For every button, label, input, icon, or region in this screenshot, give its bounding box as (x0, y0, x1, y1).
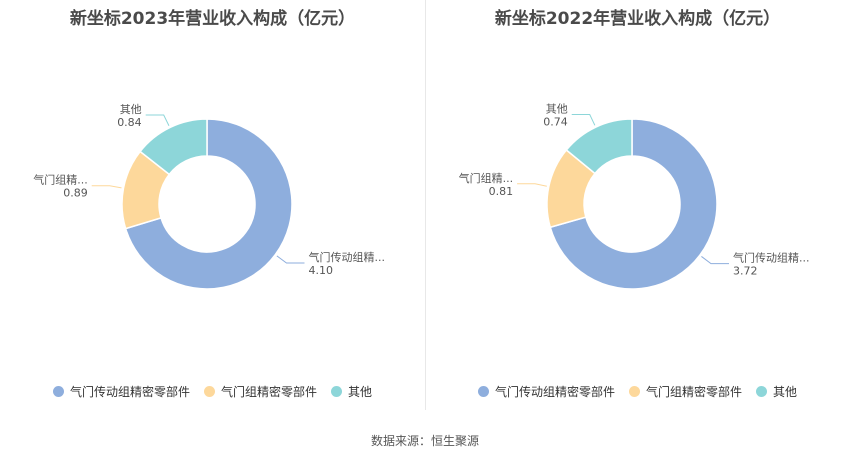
data-source-note: 数据来源：恒生聚源 (370, 434, 479, 448)
legend-marker (52, 386, 64, 397)
slice-label-other: 其他 (546, 102, 568, 115)
legend-marker (756, 386, 767, 397)
leader-line-valve-train-parts (276, 255, 305, 264)
chart-legend: 气门传动组精密零部件 气门组精密零部件 其他 (0, 383, 425, 400)
leader-line-valve-train-parts (701, 256, 730, 265)
legend-label: 气门组精密零部件 (645, 385, 742, 399)
donut-slice-valve-train-parts (124, 118, 293, 290)
legend-marker (477, 386, 489, 397)
slice-label-valve-parts: 气门组精... (459, 171, 514, 185)
slice-value-valve-train-parts: 3.72 (733, 265, 758, 278)
legend-item-valve-parts[interactable]: 气门组精密零部件 (628, 383, 742, 400)
chart-title: 新坐标2022年营业收入构成（亿元） (494, 9, 781, 29)
donut-chart-2022: 气门传动组精...3.72 气门组精...0.81 其他0.74 (459, 102, 810, 290)
legend-marker (203, 386, 215, 397)
panel-divider (425, 0, 426, 410)
legend-item-valve-train-parts[interactable]: 气门传动组精密零部件 (52, 383, 190, 400)
chart-panel-2022: 新坐标2022年营业收入构成（亿元） 气门传动组精... 3.72 气门组精... 0… (425, 0, 850, 415)
slice-value-other: 0.84 (117, 116, 142, 129)
legend-item-valve-parts[interactable]: 气门组精密零部件 (203, 383, 317, 400)
slice-label-valve-train-parts: 气门传动组精... (733, 251, 810, 265)
legend-item-other[interactable]: 其他 (331, 383, 372, 400)
legend-label: 其他 (773, 385, 798, 399)
slice-value-valve-parts: 0.89 (63, 187, 88, 200)
slice-label-valve-train-parts: 气门传动组精... (308, 250, 385, 264)
legend-item-valve-train-parts[interactable]: 气门传动组精密零部件 (477, 383, 615, 400)
legend-label: 气门传动组精密零部件 (69, 385, 190, 399)
legend-marker (331, 386, 342, 397)
leader-line-valve-parts (517, 183, 547, 187)
slice-value-valve-train-parts: 4.10 (308, 264, 333, 277)
slice-label-other: 其他 (120, 103, 142, 116)
legend-label: 气门传动组精密零部件 (494, 385, 615, 399)
legend-item-other[interactable]: 其他 (756, 383, 797, 400)
leader-line-valve-parts (91, 185, 122, 189)
slice-value-other: 0.74 (543, 115, 568, 128)
leader-line-other (145, 114, 170, 126)
chart-title: 新坐标2023年营业收入构成（亿元） (69, 9, 356, 29)
chart-panel-2023: 新坐标2023年营业收入构成（亿元） 气门传动组精... 4.10 气门组精... 0… (0, 0, 425, 415)
donut-slice-other (565, 118, 633, 175)
legend-label: 其他 (348, 385, 373, 399)
slice-label-valve-parts: 气门组精... (33, 173, 88, 187)
chart-legend: 气门传动组精密零部件 气门组精密零部件 其他 (425, 383, 850, 400)
leader-line-other (571, 113, 596, 126)
donut-chart-2023: 气门传动组精...4.10 气门组精...0.89 其他0.84 (33, 103, 385, 290)
donut-slice-valve-train-parts (549, 118, 718, 290)
legend-marker (628, 386, 640, 397)
slice-value-valve-parts: 0.81 (489, 185, 514, 198)
donut-slice-other (139, 118, 208, 176)
legend-label: 气门组精密零部件 (220, 385, 317, 399)
